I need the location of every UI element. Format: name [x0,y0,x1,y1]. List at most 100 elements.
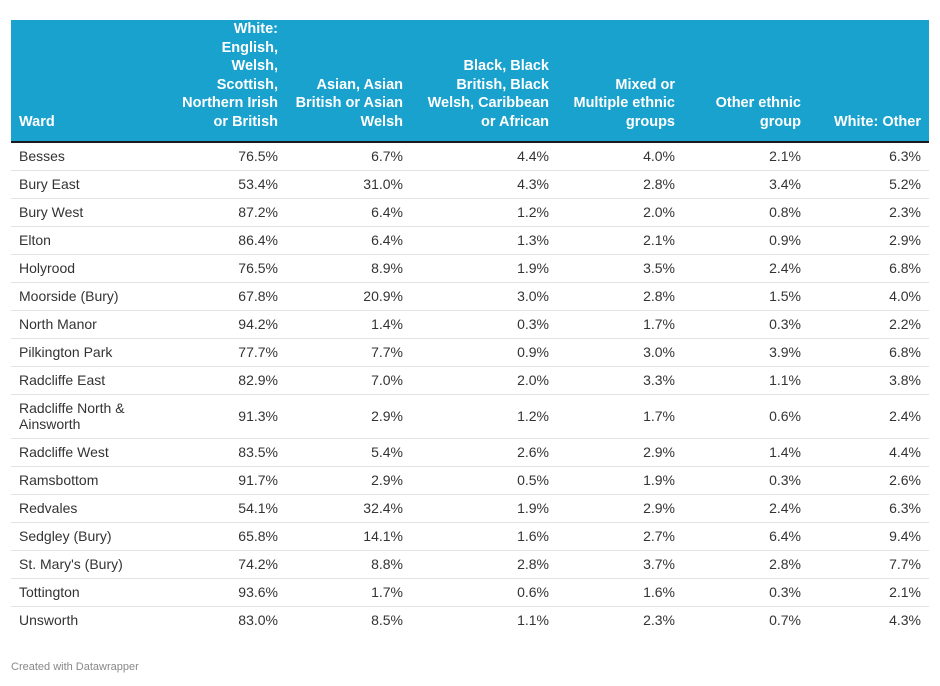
value-cell-white-other: 2.9% [809,226,929,255]
value-cell-white-other: 4.3% [889,612,921,629]
table-row: Moorside (Bury) 67.8% 20.9% 3.0% 2.8% 1.5% 4.0… [11,282,929,311]
value-cell-asian: 31.0% [286,170,411,199]
value-cell-white-british: 67.8% [166,282,286,311]
table-row: Besses 76.5% 6.7% 4.4% 4.0% 2.1% 6.3% [11,142,929,171]
value-cell-black: 0.3% [411,310,557,339]
ward-name-cell: Redvales [11,494,166,523]
value-cell-white-other: 3.8% [809,366,929,395]
value-cell-black: 0.6% [411,578,557,607]
value-cell-mixed: 2.9% [557,494,683,523]
value-cell-white-other: 6.8% [809,338,929,367]
value-cell-mixed: 4.0% [557,142,683,171]
table-row: Bury East 53.4% 31.0% 4.3% 2.8% 3.4% 5.2% [11,170,929,199]
table-row: Redvales 54.1% 32.4% 1.9% 2.9% 2.4% 6.3% [11,494,929,523]
value-cell-black: 1.2% [411,198,557,227]
value-cell-other: 3.4% [683,170,809,199]
value-cell-mixed: 1.7% [557,394,683,439]
value-cell-black: 1.3% [411,226,557,255]
value-cell-black: 0.5% [411,466,557,495]
value-cell-white-other: 6.3% [809,494,929,523]
value-cell-white-other: 2.3% [809,198,929,227]
value-cell-asian: 1.7% [286,578,411,607]
value-cell-black: 2.0% [411,366,557,395]
value-cell-black: 1.9% [411,494,557,523]
value-cell-white-british: 77.7% [166,338,286,367]
ward-name-cell: Moorside (Bury) [11,282,166,311]
ward-name-cell: Elton [11,226,166,255]
value-cell-asian: 8.5% [371,612,403,629]
value-cell-other: 3.9% [683,338,809,367]
value-cell-white-other: 2.6% [809,466,929,495]
value-cell-other: 2.1% [683,142,809,171]
value-cell-other: 0.9% [683,226,809,255]
value-cell-asian: 2.9% [286,394,411,439]
table-row: Elton 86.4% 6.4% 1.3% 2.1% 0.9% 2.9% [11,226,929,255]
ward-name-cell: Sedgley (Bury) [11,522,166,551]
ward-name-cell: Pilkington Park [11,338,166,367]
ward-name-cell: Ramsbottom [11,466,166,495]
value-cell-mixed: 2.7% [557,522,683,551]
ward-name-cell: St. Mary's (Bury) [11,550,166,579]
value-cell-white-british: 76.5% [166,142,286,171]
value-cell-black: 1.9% [411,254,557,283]
data-table-container: Ward White: English, Welsh, Scottish, Nor… [11,20,929,634]
value-cell-white-other: 2.2% [809,310,929,339]
value-cell-black: 1.1% [517,612,549,629]
column-header-white-british: White: English, Welsh, Scottish, Norther… [182,21,278,130]
value-cell-white-british: 54.1% [166,494,286,523]
ward-name-cell: North Manor [11,310,166,339]
ward-name-cell: Radcliffe North & Ainsworth [11,394,166,439]
value-cell-mixed: 2.9% [557,438,683,467]
table-row: Radcliffe East 82.9% 7.0% 2.0% 3.3% 1.1% 3.8% [11,366,929,395]
value-cell-black: 4.4% [411,142,557,171]
column-header-white-other: White: Other [834,113,921,130]
value-cell-other: 0.7% [769,612,801,629]
ward-name-cell: Radcliffe West [11,438,166,467]
column-header-mixed: Mixed or Multiple ethnic groups [573,76,676,130]
ward-name-cell: Radcliffe East [11,366,166,395]
value-cell-white-other: 2.1% [809,578,929,607]
value-cell-other: 2.8% [683,550,809,579]
value-cell-black: 2.8% [411,550,557,579]
value-cell-black: 3.0% [411,282,557,311]
table-row: Ramsbottom 91.7% 2.9% 0.5% 1.9% 0.3% 2.6% [11,466,929,495]
value-cell-asian: 20.9% [286,282,411,311]
value-cell-black: 0.9% [411,338,557,367]
value-cell-other: 1.5% [683,282,809,311]
table-row: Tottington 93.6% 1.7% 0.6% 1.6% 0.3% 2.1% [11,578,929,607]
value-cell-other: 0.3% [683,310,809,339]
value-cell-white-other: 2.4% [809,394,929,439]
value-cell-mixed: 2.1% [557,226,683,255]
value-cell-mixed: 2.3% [643,612,675,629]
value-cell-white-british: 86.4% [166,226,286,255]
value-cell-white-british: 53.4% [166,170,286,199]
value-cell-white-other: 4.4% [809,438,929,467]
value-cell-white-british: 94.2% [166,310,286,339]
value-cell-black: 1.6% [411,522,557,551]
ward-name-cell: Bury East [11,170,166,199]
value-cell-mixed: 2.8% [557,170,683,199]
value-cell-asian: 6.4% [286,226,411,255]
ward-name-cell: Bury West [11,198,166,227]
table-body: Besses 76.5% 6.7% 4.4% 4.0% 2.1% 6.3% Bury East… [11,142,929,634]
value-cell-mixed: 3.7% [557,550,683,579]
table-row: Sedgley (Bury) 65.8% 14.1% 1.6% 2.7% 6.4% 9.4% [11,522,929,551]
value-cell-other: 1.1% [683,366,809,395]
table-row: Radcliffe North & Ainsworth 91.3% 2.9% 1.2%… [11,394,929,439]
ward-ethnicity-table: Ward White: English, Welsh, Scottish, Nor… [11,20,929,634]
value-cell-white-british: 82.9% [166,366,286,395]
value-cell-white-other: 9.4% [809,522,929,551]
value-cell-other: 6.4% [683,522,809,551]
value-cell-asian: 2.9% [286,466,411,495]
value-cell-other: 0.3% [683,466,809,495]
value-cell-white-other: 6.3% [809,142,929,171]
datawrapper-credit: Created with Datawrapper [11,661,139,673]
value-cell-black: 1.2% [411,394,557,439]
value-cell-asian: 7.0% [286,366,411,395]
value-cell-mixed: 2.0% [557,198,683,227]
value-cell-asian: 6.4% [286,198,411,227]
table-row: Holyrood 76.5% 8.9% 1.9% 3.5% 2.4% 6.8% [11,254,929,283]
ward-name-cell: Tottington [11,578,166,607]
value-cell-other: 2.4% [683,494,809,523]
value-cell-white-british: 83.5% [166,438,286,467]
